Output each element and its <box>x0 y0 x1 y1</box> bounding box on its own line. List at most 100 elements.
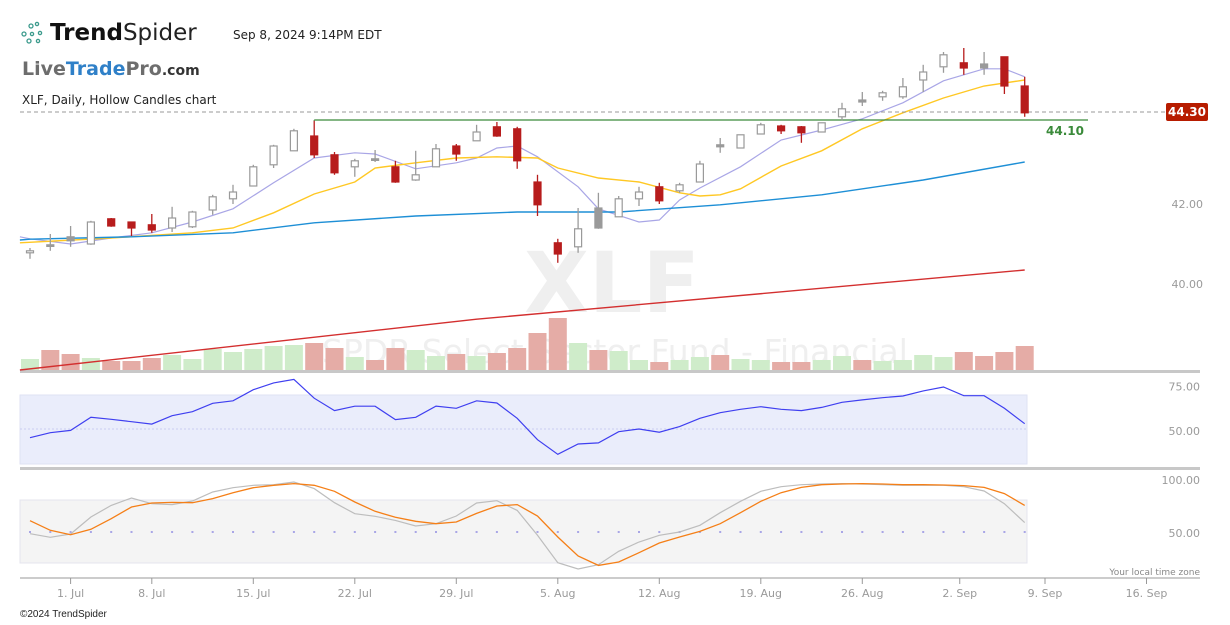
volume-bar <box>142 358 161 370</box>
candle <box>919 64 928 92</box>
candle-body <box>837 108 847 118</box>
chart-subtitle: XLF, Daily, Hollow Candles chart <box>22 93 217 107</box>
candle <box>797 126 806 143</box>
candle <box>269 144 278 168</box>
candle-body <box>127 221 136 229</box>
candle <box>208 194 217 215</box>
candle <box>716 138 725 153</box>
candle <box>533 174 542 216</box>
volume-bar <box>954 352 973 370</box>
candle <box>472 124 481 142</box>
volume-bar <box>122 361 141 370</box>
candle-body <box>776 125 786 132</box>
candle-body <box>716 144 725 148</box>
logo-part: .com <box>161 63 200 79</box>
candle <box>330 152 339 175</box>
candle-body <box>330 154 339 174</box>
stochastic-midline-dot <box>1023 531 1026 533</box>
stochastic-midline-dot <box>353 531 356 533</box>
volume-bar <box>447 354 466 370</box>
candle <box>594 192 603 229</box>
moving-averages <box>19 68 1025 371</box>
candle <box>573 208 583 253</box>
candle <box>168 206 177 232</box>
volume-bar <box>589 350 608 370</box>
stochastic-midline-dot <box>597 531 600 533</box>
rsi-band <box>19 394 1028 465</box>
moving-average-long-line <box>19 269 1025 371</box>
stochastic-midline-dot <box>800 531 803 533</box>
volume-bar <box>934 357 953 370</box>
stochastic-midline-dot <box>313 531 316 533</box>
rsi-axis-label: 75.00 <box>1169 381 1201 394</box>
stochastic-midline-dot <box>922 531 925 533</box>
candle <box>736 134 745 149</box>
candle <box>492 122 501 137</box>
candle <box>188 210 197 228</box>
rsi-line <box>29 378 1026 456</box>
x-axis-label: 19. Aug <box>740 587 782 600</box>
volume-bar <box>569 343 588 370</box>
x-axis-label: 16. Sep <box>1126 587 1168 600</box>
price-axis-label: 40.00 <box>1172 278 1204 291</box>
candle-body <box>553 242 562 255</box>
stochastic-midline-dot <box>232 531 234 533</box>
volume-bar <box>21 359 39 370</box>
logo-part: Live <box>22 58 66 80</box>
pane-separator[interactable] <box>20 370 1200 373</box>
volume-bar <box>853 360 872 370</box>
candle-body <box>492 126 501 137</box>
stochastic-midline-dot <box>130 531 133 533</box>
candle <box>979 52 989 75</box>
x-axis-label: 8. Jul <box>138 587 165 600</box>
candle <box>310 120 319 158</box>
candle <box>655 182 664 204</box>
volume-bar <box>81 358 100 370</box>
volume-bar <box>244 349 263 370</box>
candle <box>553 238 562 263</box>
candle-body <box>431 148 441 168</box>
stochastic-midline-dot <box>394 531 397 533</box>
candle-body <box>25 250 35 254</box>
volume-bar <box>366 360 385 370</box>
stochastic-midline-dot <box>861 531 864 533</box>
volume-bar <box>711 355 730 370</box>
volume-bar <box>975 356 994 370</box>
rsi-pane <box>29 378 1026 456</box>
x-axis: 1. Jul 8. Jul 15. Jul 22. Jul 29. Jul 5. Aug 1… <box>57 578 1167 600</box>
stochastic-midline-dot <box>272 531 275 533</box>
volume-bar <box>427 356 445 370</box>
candle <box>817 122 826 133</box>
volume-bar <box>609 351 628 370</box>
stochastic-midline-dot <box>577 531 580 533</box>
candle-body <box>919 71 928 81</box>
stochastic-midline-dot <box>536 531 539 533</box>
stochastic-midline-dot <box>516 531 519 533</box>
stochastic-midline-dot <box>780 531 783 533</box>
candle <box>959 48 968 75</box>
volume-bar <box>325 348 344 370</box>
moving-average-mid-line <box>19 79 1025 244</box>
stochastic-midline-dot <box>962 531 965 533</box>
candle <box>756 122 765 135</box>
livetradepro-logo: LiveTradePro.com <box>22 58 200 80</box>
volume-bar <box>102 361 121 370</box>
volume-bar <box>630 360 648 370</box>
trendspider-logo: Trend Spider <box>20 20 197 46</box>
volume-bar <box>548 318 567 370</box>
stochastic-midline-dot <box>983 531 986 533</box>
x-axis-label: 12. Aug <box>638 587 680 600</box>
stochastic-midline-dot <box>901 531 904 533</box>
candle-body <box>979 63 989 69</box>
candle <box>350 158 359 177</box>
stochastic-pane <box>29 481 1026 570</box>
volume-bar <box>731 359 750 370</box>
candle <box>1020 76 1029 117</box>
volume-bar <box>41 350 60 370</box>
x-axis-label: 15. Jul <box>236 587 270 600</box>
stochastic-axis-label: 100.00 <box>1162 474 1201 487</box>
pane-separator[interactable] <box>20 467 1200 470</box>
candle-body <box>1000 56 1009 87</box>
candle-body <box>371 158 380 162</box>
